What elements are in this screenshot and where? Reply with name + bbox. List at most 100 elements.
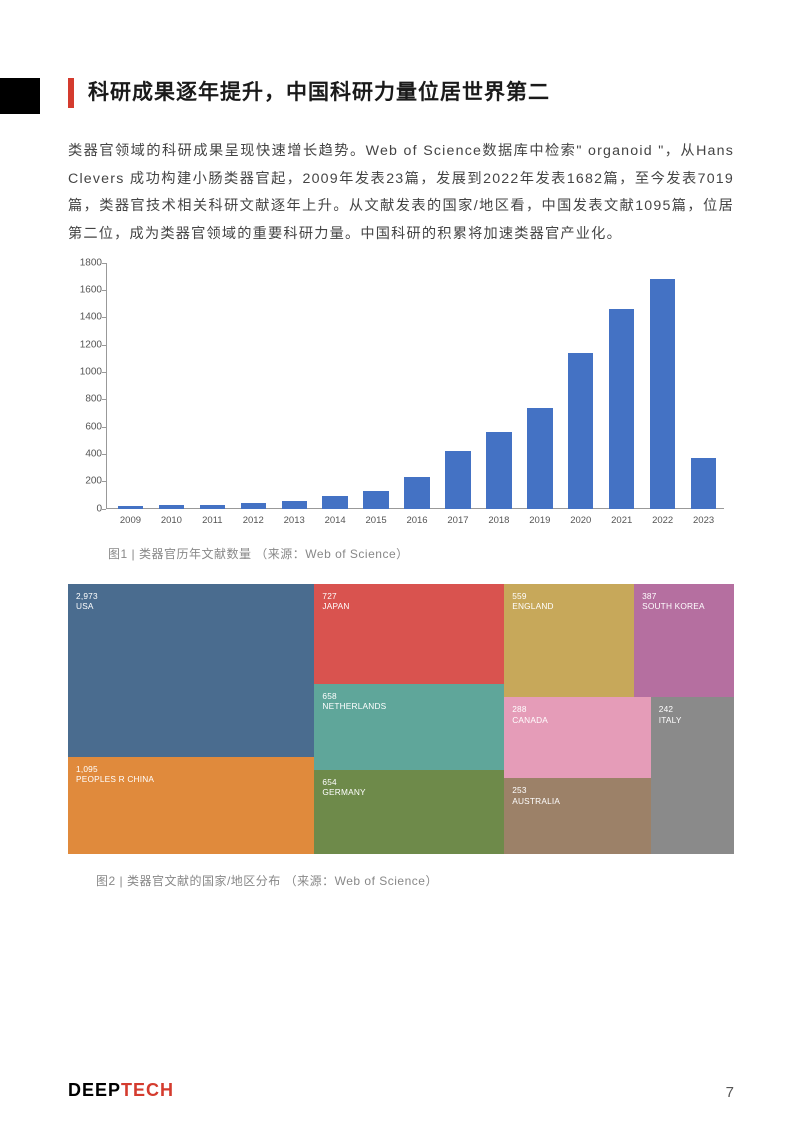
treemap-cell: 253AUSTRALIA (504, 778, 651, 854)
page: 科研成果逐年提升，中国科研力量位居世界第二 类器官领域的科研成果呈现快速增长趋势… (0, 0, 802, 1137)
corner-black-block (0, 78, 40, 114)
bar-chart: 0200400600800100012001400160018002009201… (68, 263, 734, 533)
treemap-cell-value: 2,973 (76, 591, 306, 601)
x-tick-label: 2023 (693, 515, 714, 526)
bar-slot: 2020 (560, 263, 601, 509)
y-tick-label: 1800 (80, 257, 102, 268)
y-tick-mark (102, 290, 106, 291)
treemap-cell: 559ENGLAND (504, 584, 634, 697)
x-tick-label: 2019 (529, 515, 550, 526)
bar (527, 408, 552, 509)
heading-row: 科研成果逐年提升，中国科研力量位居世界第二 (68, 78, 734, 108)
treemap-cell-name: ENGLAND (512, 601, 626, 611)
x-tick-label: 2018 (488, 515, 509, 526)
treemap-cell-value: 387 (642, 591, 726, 601)
y-tick-mark (102, 427, 106, 428)
bar-slot: 2015 (356, 263, 397, 509)
treemap-cell-name: CANADA (512, 715, 643, 725)
treemap-cell-value: 242 (659, 704, 726, 714)
treemap-cell: 387SOUTH KOREA (634, 584, 734, 697)
x-tick-label: 2010 (161, 515, 182, 526)
treemap-cell: 727JAPAN (314, 584, 504, 684)
bar (486, 432, 511, 509)
treemap-cell-name: USA (76, 601, 306, 611)
logo-part-2: TECH (121, 1080, 174, 1100)
bar (363, 491, 388, 509)
x-tick-label: 2015 (366, 515, 387, 526)
treemap-cell-name: AUSTRALIA (512, 796, 643, 806)
bar-slot: 2011 (192, 263, 233, 509)
treemap-cell: 242ITALY (651, 697, 734, 854)
treemap-cell: 288CANADA (504, 697, 651, 778)
treemap-cell-name: NETHERLANDS (322, 701, 496, 711)
x-tick-label: 2014 (325, 515, 346, 526)
bar-slot: 2009 (110, 263, 151, 509)
y-tick-label: 1400 (80, 312, 102, 323)
treemap-cell-value: 654 (322, 777, 496, 787)
bar-slot: 2018 (478, 263, 519, 509)
x-tick-label: 2017 (447, 515, 468, 526)
x-tick-label: 2013 (284, 515, 305, 526)
bar (568, 353, 593, 509)
y-tick-mark (102, 345, 106, 346)
treemap-cell-value: 253 (512, 785, 643, 795)
bar (282, 501, 307, 509)
x-tick-label: 2009 (120, 515, 141, 526)
y-tick-mark (102, 509, 106, 510)
treemap-cell-value: 658 (322, 691, 496, 701)
bar-slot: 2022 (642, 263, 683, 509)
heading-accent-bar (68, 78, 74, 108)
x-tick-label: 2020 (570, 515, 591, 526)
y-tick-mark (102, 263, 106, 264)
page-footer: DEEPTECH 7 (68, 1080, 734, 1101)
bar-chart-caption: 图1 | 类器官历年文献数量 （来源：Web of Science） (108, 545, 734, 562)
y-tick-mark (102, 481, 106, 482)
bar-slot: 2021 (601, 263, 642, 509)
treemap-cell-value: 288 (512, 704, 643, 714)
bar-slot: 2019 (519, 263, 560, 509)
treemap-caption: 图2 | 类器官文献的国家/地区分布 （来源：Web of Science） (96, 872, 734, 889)
bar (159, 505, 184, 508)
x-tick-label: 2016 (406, 515, 427, 526)
y-tick-mark (102, 454, 106, 455)
treemap-cell-name: PEOPLES R CHINA (76, 774, 306, 784)
body-paragraph: 类器官领域的科研成果呈现快速增长趋势。Web of Science数据库中检索"… (68, 138, 734, 249)
treemap-cell-name: ITALY (659, 715, 726, 725)
bars-container: 2009201020112012201320142015201620172018… (110, 263, 724, 509)
bar (200, 505, 225, 509)
bar-slot: 2012 (233, 263, 274, 509)
bar (118, 506, 143, 509)
bar-slot: 2023 (683, 263, 724, 509)
treemap-cell-value: 1,095 (76, 764, 306, 774)
x-tick-label: 2011 (202, 515, 222, 526)
y-tick-mark (102, 317, 106, 318)
bar (445, 451, 470, 508)
y-axis (106, 263, 107, 509)
bar-slot: 2014 (315, 263, 356, 509)
x-tick-label: 2021 (611, 515, 632, 526)
treemap-cell-name: SOUTH KOREA (642, 601, 726, 611)
logo-part-1: DEEP (68, 1080, 121, 1100)
bar (609, 309, 634, 509)
page-number: 7 (726, 1084, 734, 1101)
treemap-cell: 2,973USA (68, 584, 314, 757)
x-tick-label: 2012 (243, 515, 264, 526)
bar (322, 496, 347, 509)
y-tick-label: 800 (85, 394, 102, 405)
y-tick-mark (102, 399, 106, 400)
y-tick-label: 1000 (80, 367, 102, 378)
bar-slot: 2016 (397, 263, 438, 509)
y-tick-label: 600 (85, 421, 102, 432)
y-tick-label: 1200 (80, 339, 102, 350)
treemap-cell-name: JAPAN (322, 601, 496, 611)
bar (241, 503, 266, 508)
treemap-cell-value: 559 (512, 591, 626, 601)
y-tick-label: 400 (85, 449, 102, 460)
treemap-cell: 658NETHERLANDS (314, 684, 504, 770)
bar (404, 477, 429, 508)
page-title: 科研成果逐年提升，中国科研力量位居世界第二 (88, 78, 550, 108)
logo: DEEPTECH (68, 1080, 174, 1101)
y-tick-mark (102, 372, 106, 373)
bar-slot: 2010 (151, 263, 192, 509)
x-tick-label: 2022 (652, 515, 673, 526)
